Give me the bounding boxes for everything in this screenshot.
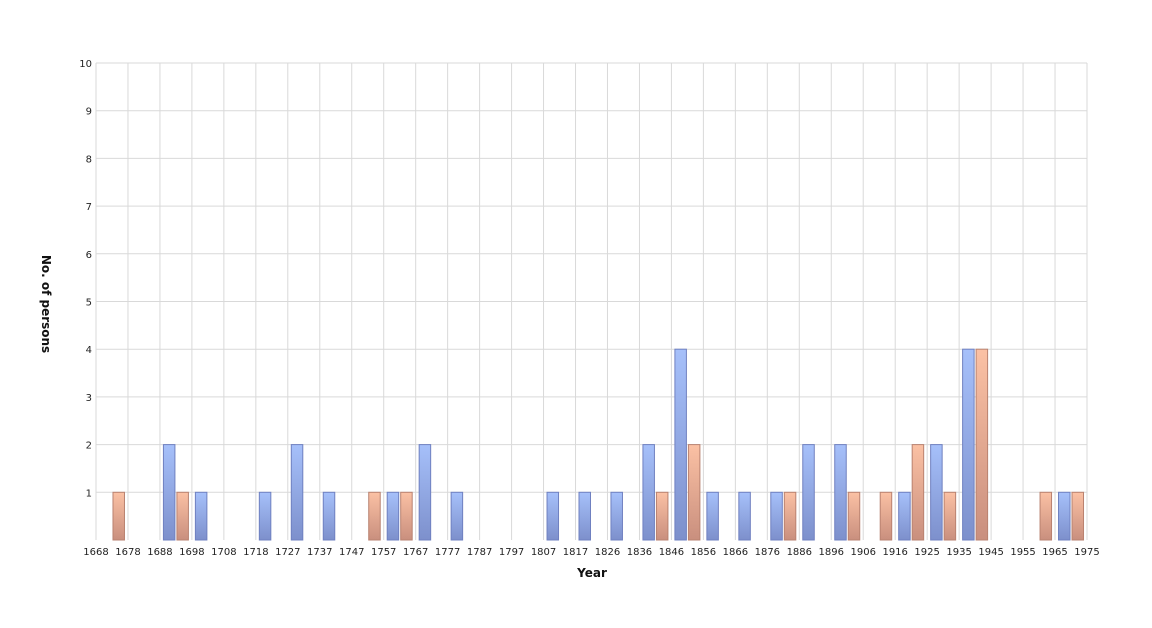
bars	[112, 348, 1085, 541]
y-tick-label: 5	[86, 298, 92, 309]
bar-blue	[930, 444, 943, 541]
bar-blue	[258, 491, 272, 541]
y-tick-label: 6	[86, 250, 92, 261]
y-tick-label: 8	[86, 154, 92, 165]
bar-orange	[1071, 491, 1085, 541]
bar-blue	[450, 491, 464, 541]
bar-blue	[386, 491, 400, 541]
bar-blue	[322, 491, 336, 541]
x-tick-label: 1836	[627, 547, 652, 558]
y-tick-label: 9	[86, 107, 92, 118]
bar-blue	[610, 491, 623, 541]
x-tick-label: 1698	[179, 547, 204, 558]
x-tick-label: 1718	[243, 547, 268, 558]
bar-blue	[546, 491, 560, 541]
x-tick-label: 1797	[499, 547, 524, 558]
bar-orange	[176, 491, 189, 541]
y-tick-label: 1	[86, 488, 92, 499]
bar-orange	[368, 491, 381, 541]
x-tick-label: 1935	[946, 547, 971, 558]
bar-orange	[687, 444, 701, 541]
x-tick-label: 1866	[723, 547, 748, 558]
bar-blue	[834, 444, 847, 541]
bar-orange	[847, 491, 861, 541]
bar-orange	[655, 491, 669, 541]
bar-blue	[706, 491, 719, 541]
bar-blue	[194, 491, 208, 541]
bar-orange	[1039, 491, 1053, 541]
bar-blue	[802, 444, 815, 541]
x-tick-label: 1767	[403, 547, 428, 558]
bar-blue	[1058, 491, 1071, 541]
x-tick-label: 1846	[659, 547, 684, 558]
bar-blue	[642, 444, 655, 541]
x-tick-label: 1856	[691, 547, 716, 558]
y-tick-label: 3	[86, 393, 92, 404]
x-tick-label: 1826	[595, 547, 620, 558]
x-tick-label: 1955	[1010, 547, 1035, 558]
x-tick-label: 1727	[275, 547, 300, 558]
y-tick-label: 7	[86, 202, 92, 213]
x-axis-title: Year	[576, 566, 607, 580]
y-axis-ticks: 1 2 3 4 5 6 7 8 9 10	[79, 59, 92, 499]
bar-orange	[783, 491, 797, 541]
x-tick-label: 1975	[1074, 547, 1099, 558]
bar-orange	[975, 348, 989, 541]
bar-blue	[418, 444, 432, 541]
grid	[95, 62, 1088, 540]
y-tick-label: 4	[86, 345, 92, 356]
x-tick-label: 1817	[563, 547, 588, 558]
x-axis-ticks: 1668 1678 1688 1698 1708 1718 1727 1737 1747 1757…	[83, 547, 1099, 558]
bar-orange	[112, 491, 125, 541]
x-tick-label: 1678	[115, 547, 140, 558]
bar-orange	[911, 444, 925, 541]
x-tick-label: 1906	[850, 547, 875, 558]
x-tick-label: 1896	[819, 547, 844, 558]
x-tick-label: 1925	[914, 547, 939, 558]
x-tick-label: 1688	[147, 547, 172, 558]
bar-orange	[879, 491, 893, 541]
bar-blue	[578, 491, 591, 541]
x-tick-label: 1965	[1042, 547, 1067, 558]
bar-orange	[943, 491, 957, 541]
y-tick-label: 2	[86, 441, 92, 452]
x-tick-label: 1807	[531, 547, 556, 558]
x-tick-label: 1787	[467, 547, 492, 558]
bar-blue	[962, 348, 975, 541]
y-axis-title: No. of persons	[39, 255, 53, 353]
bar-blue	[738, 491, 751, 541]
bar-blue	[770, 491, 783, 541]
x-tick-label: 1916	[882, 547, 907, 558]
x-tick-label: 1876	[755, 547, 780, 558]
bar-orange	[400, 491, 413, 541]
bar-blue	[290, 444, 304, 541]
x-tick-label: 1737	[307, 547, 332, 558]
x-tick-label: 1668	[83, 547, 108, 558]
bar-blue	[898, 491, 911, 541]
x-tick-label: 1886	[787, 547, 812, 558]
x-tick-label: 1747	[339, 547, 364, 558]
bar-blue	[162, 444, 176, 541]
x-tick-label: 1708	[211, 547, 236, 558]
bar-blue	[674, 348, 687, 541]
x-tick-label: 1945	[978, 547, 1003, 558]
x-tick-label: 1757	[371, 547, 396, 558]
x-tick-label: 1777	[435, 547, 460, 558]
y-tick-label: 10	[79, 59, 92, 70]
